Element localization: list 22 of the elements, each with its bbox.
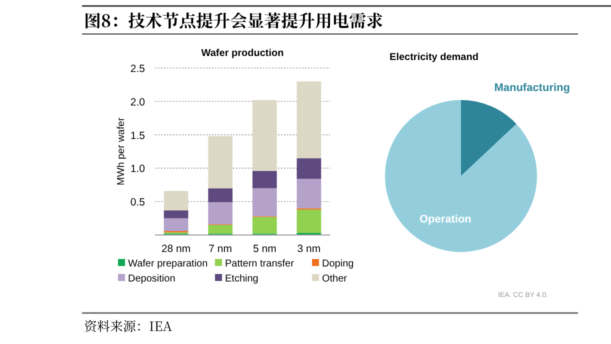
legend-label: Deposition <box>128 274 176 284</box>
legend-label: Doping <box>322 258 354 270</box>
legend-label: Etching <box>225 274 258 284</box>
y-tick-label: 1.0 <box>130 163 146 176</box>
chart-title: Electricity demand <box>390 52 478 63</box>
x-tick-label: 5 nm <box>252 243 277 255</box>
legend-label: Wafer preparation <box>128 258 208 270</box>
y-tick-label: 2.5 <box>130 63 146 75</box>
slice-label: Manufacturing <box>494 82 570 94</box>
text: 资料来源：IEA <box>84 316 173 335</box>
x-tick-label: 7 nm <box>208 243 232 255</box>
y-tick-label: 0.5 <box>130 196 146 209</box>
slice-label: Operation <box>419 213 472 226</box>
legend-label: Pattern transfer <box>225 258 295 270</box>
y-tick-label: 2.0 <box>130 96 146 108</box>
x-tick-label: 28 nm <box>161 243 191 255</box>
y-tick-label: 1.5 <box>130 130 146 142</box>
chart-title: Wafer production <box>201 48 284 59</box>
x-tick-label: 3 nm <box>297 243 321 255</box>
y-axis-title: MWh per wafer <box>116 116 127 186</box>
caption: 图8：技术节点提升会显著提升用电需求 <box>84 7 384 32</box>
legend-label: Other <box>322 274 348 284</box>
